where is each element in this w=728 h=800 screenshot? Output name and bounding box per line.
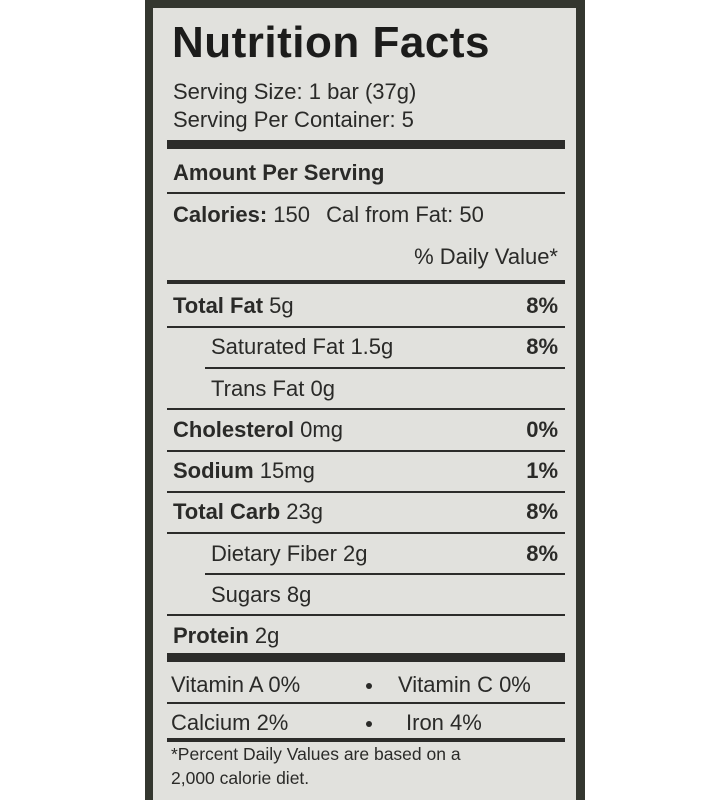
divider-thin [167, 532, 565, 534]
nutrient-row-total-carb: Total Carb 23g 8% [173, 499, 558, 525]
iron: Iron 4% [406, 710, 482, 735]
nutrient-dv: 8% [526, 334, 558, 359]
nutrient-amount: 2g [343, 541, 368, 566]
divider-thin [167, 192, 565, 194]
nutrient-dv: 1% [526, 458, 558, 483]
nutrient-amount: 5g [269, 293, 294, 318]
footnote-line-1: *Percent Daily Values are based on a [171, 744, 461, 764]
divider-thin [167, 450, 565, 452]
nutrient-name: Sodium [173, 458, 254, 483]
nutrient-name: Cholesterol [173, 417, 295, 442]
nutrient-amount: 2g [254, 623, 280, 648]
nutrient-amount: 1.5g [350, 334, 394, 359]
nutrient-row-cholesterol: Cholesterol 0mg 0% [173, 417, 558, 443]
divider-thin [167, 491, 565, 493]
nutrient-name: Protein [173, 623, 249, 648]
nutrient-row-dietary-fiber: Dietary Fiber 2g 8% [211, 541, 558, 567]
bullet-separator [366, 721, 372, 727]
nutrient-row-total-fat: Total Fat 5g 8% [173, 293, 558, 319]
footnote-line-2: 2,000 calorie diet. [171, 768, 310, 788]
nutrient-amount: 15mg [259, 458, 315, 483]
label-frame: Nutrition Facts Serving Size: 1 bar (37g… [145, 0, 585, 800]
daily-value-header: % Daily Value* [414, 244, 558, 269]
divider-medium [167, 738, 565, 742]
nutrient-row-trans-fat: Trans Fat 0g [211, 376, 558, 402]
nutrient-name: Trans Fat [211, 376, 305, 401]
servings-per-container: Serving Per Container: 5 [173, 107, 414, 132]
nutrient-amount: 0g [310, 376, 335, 401]
nutrient-amount: 0mg [300, 417, 343, 442]
divider-thin [167, 702, 565, 704]
calories-from-fat: Cal from Fat: 50 [326, 202, 484, 227]
calcium: Calcium 2% [171, 710, 289, 735]
nutrient-row-sugars: Sugars 8g [211, 582, 558, 608]
nutrient-name: Saturated Fat [211, 334, 345, 359]
nutrient-amount: 23g [286, 499, 323, 524]
divider-thick-bottom [167, 653, 565, 662]
serving-size: Serving Size: 1 bar (37g) [173, 79, 417, 104]
amount-per-serving-header: Amount Per Serving [173, 160, 385, 185]
calories-row: Calories: 150 Cal from Fat: 50 [173, 202, 484, 228]
calories-value: 150 [273, 202, 310, 227]
panel-title: Nutrition Facts [172, 18, 490, 67]
vitamin-c: Vitamin C 0% [398, 672, 531, 697]
bullet-separator [366, 683, 372, 689]
divider-thin [167, 408, 565, 410]
nutrient-name: Dietary Fiber [211, 541, 337, 566]
divider-thick-top [167, 140, 565, 149]
nutrient-amount: 8g [286, 582, 312, 607]
calories-label: Calories: [173, 202, 268, 227]
divider-medium [167, 280, 565, 284]
nutrient-row-protein: Protein 2g [173, 623, 558, 649]
nutrient-row-saturated-fat: Saturated Fat 1.5g 8% [211, 334, 558, 360]
divider-thin [205, 573, 565, 575]
vitamin-a: Vitamin A 0% [171, 672, 301, 697]
nutrient-dv: 0% [526, 417, 558, 442]
nutrient-name: Total Carb [173, 499, 281, 524]
divider-thin [167, 326, 565, 328]
nutrient-name: Sugars [211, 582, 281, 607]
nutrient-row-sodium: Sodium 15mg 1% [173, 458, 558, 484]
divider-thin [205, 367, 565, 369]
divider-thin [167, 614, 565, 616]
nutrient-dv: 8% [526, 541, 558, 566]
nutrient-dv: 8% [526, 499, 558, 524]
nutrient-dv: 8% [526, 293, 558, 318]
nutrition-facts-panel: Nutrition Facts Serving Size: 1 bar (37g… [153, 8, 576, 800]
nutrient-name: Total Fat [173, 293, 264, 318]
